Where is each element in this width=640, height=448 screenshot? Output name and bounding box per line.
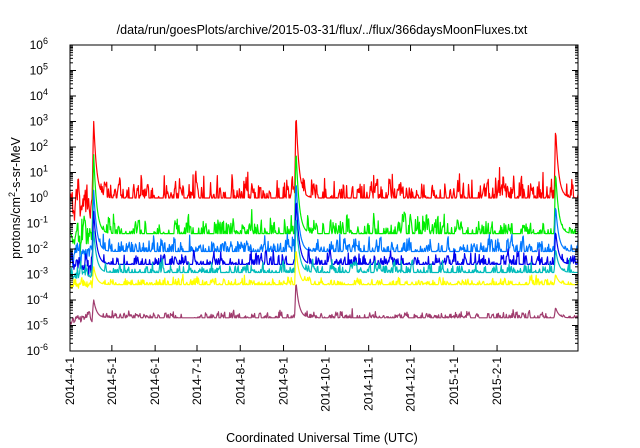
x-tick-label: 2014-9-1 [277,357,291,405]
series-line-4 [69,202,579,277]
x-tick-label: 2014-10-1 [318,357,332,412]
x-tick-label: 2014-8-1 [233,357,247,405]
x-tick-label: 2014-5-1 [105,357,119,405]
y-axis-ticks: 10-6 10-5 10-4 10-3 10-2 10-1 100 101 102 103 104 1… [27,36,578,358]
y-axis-label: protons/cm2-s-sr-MeV [7,136,23,258]
y-tick-label: 100 [30,189,48,205]
y-tick-label: 10-6 [27,342,48,358]
x-tick-label: 2014-12-1 [404,357,418,412]
y-tick-label: 101 [30,164,48,180]
y-tick-label: 104 [30,87,48,103]
y-tick-label: 10-2 [27,240,48,256]
x-axis-ticks: 2014-4-1 2014-5-1 2014-6-1 2014-7-1 2014-8-1… [63,45,504,412]
y-tick-label: 10-4 [27,291,48,307]
series-line-5 [69,219,579,280]
y-tick-label: 10-1 [27,215,48,231]
y-tick-label: 102 [30,138,48,154]
series-line-7 [69,284,579,325]
chart-title: /data/run/goesPlots/archive/2015-03-31/f… [117,23,528,37]
x-tick-label: 2015-1-1 [447,357,461,405]
x-tick-label: 2014-6-1 [148,357,162,405]
series-line-6 [69,251,579,290]
plot-area [69,119,579,325]
x-tick-label: 2014-4-1 [63,357,77,405]
series-line-1 [69,119,579,221]
y-tick-label: 10-5 [27,317,48,333]
y-tick-label: 10-3 [27,266,48,282]
x-tick-label: 2014-11-1 [362,357,376,411]
x-tick-label: 2014-7-1 [190,357,204,405]
x-axis-label: Coordinated Universal Time (UTC) [226,431,418,445]
x-tick-label: 2015-2-1 [490,357,504,405]
y-tick-label: 106 [30,36,48,52]
y-tick-label: 105 [30,62,48,78]
y-tick-label: 103 [30,113,48,129]
series-line-3 [69,185,579,269]
series-line-2 [69,154,579,256]
